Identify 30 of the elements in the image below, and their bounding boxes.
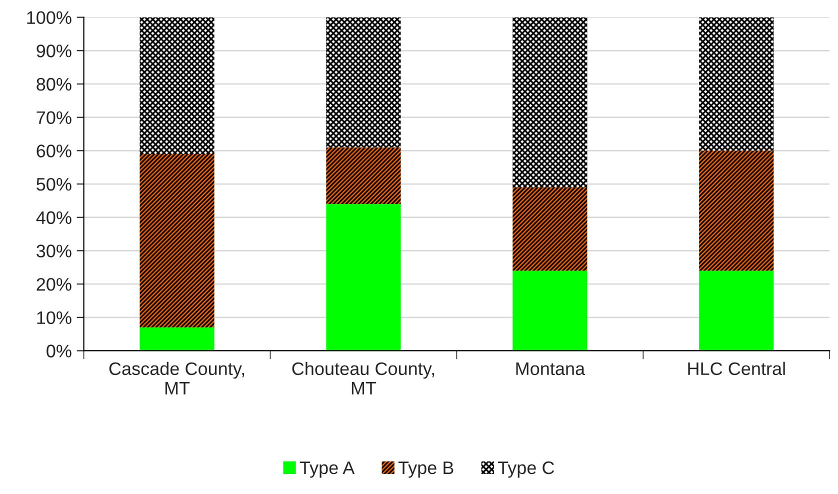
y-tick-label: 80%	[36, 78, 72, 91]
bar	[326, 17, 401, 148]
y-tick-label: 90%	[36, 44, 72, 58]
bar	[699, 17, 774, 151]
legend-label: Type B	[398, 462, 454, 478]
bar	[140, 154, 214, 328]
bar	[512, 187, 588, 271]
y-tick-label: 60%	[36, 144, 72, 158]
legend-label: Type C	[498, 461, 554, 478]
x-tick-label: HLC Central	[688, 362, 785, 376]
x-tick-label: Cascade County, MT	[109, 362, 244, 394]
bar	[512, 270, 588, 351]
x-tick-label: Chouteau County, MT	[292, 362, 434, 394]
bar	[699, 150, 774, 271]
bar	[326, 147, 401, 204]
y-tick-label: 50%	[36, 178, 72, 191]
y-tick-label: 20%	[36, 278, 72, 291]
y-tick-label: 0%	[46, 344, 72, 358]
y-tick-label: 100%	[27, 11, 72, 24]
x-tick-label: Montana	[516, 362, 586, 376]
legend-label: Type A	[300, 462, 355, 478]
bar	[699, 270, 774, 351]
y-tick-label: 70%	[36, 111, 72, 124]
bar	[140, 327, 214, 351]
y-tick-label: 10%	[37, 311, 72, 324]
y-tick-label: 30%	[36, 244, 72, 258]
bar	[326, 204, 401, 351]
bar	[512, 17, 588, 188]
bar	[140, 17, 214, 154]
y-tick-label: 40%	[36, 211, 72, 224]
